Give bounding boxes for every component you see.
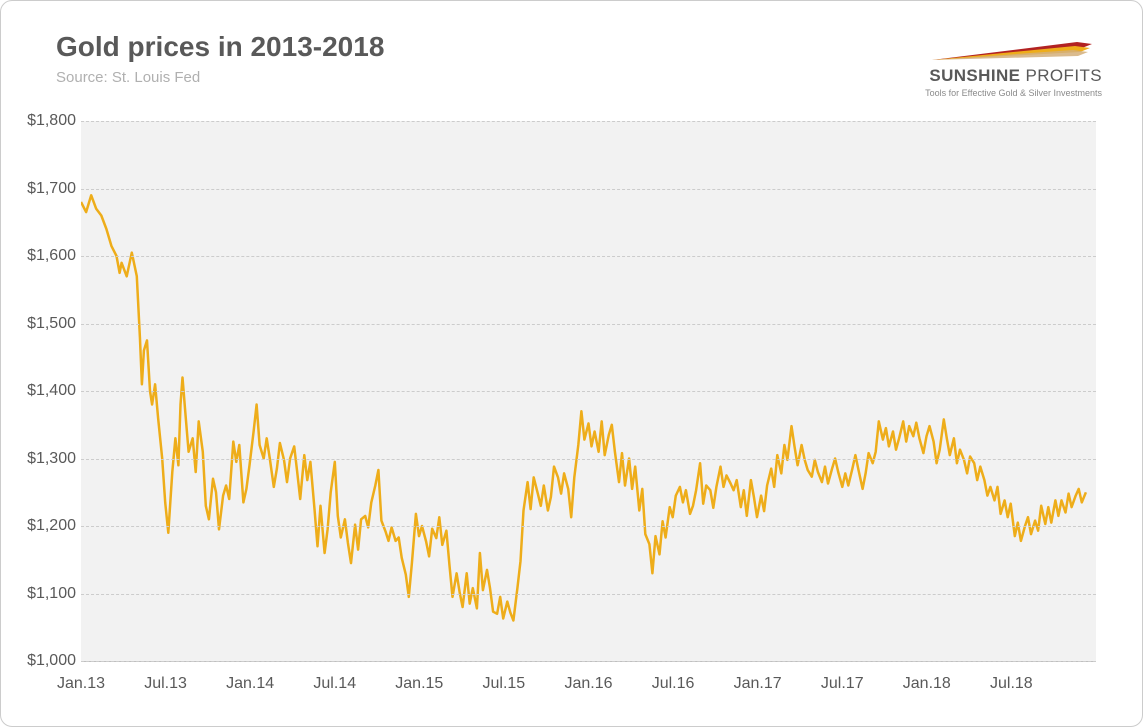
gridline — [81, 594, 1096, 595]
brand-logo: SUNSHINE PROFITS Tools for Effective Gol… — [925, 36, 1102, 98]
series-gold-price — [81, 195, 1086, 620]
gridline — [81, 391, 1096, 392]
y-tick-label: $1,500 — [16, 315, 76, 333]
x-tick-label: Jul.18 — [990, 675, 1033, 693]
logo-tagline: Tools for Effective Gold & Silver Invest… — [925, 88, 1102, 98]
logo-brand-light: PROFITS — [1026, 66, 1102, 85]
chart-area: $1,000 $1,100 $1,200 $1,300 $1,400 $1,500 $1,6… — [16, 111, 1106, 701]
x-tick-label: Jan.15 — [395, 675, 443, 693]
x-tick-label: Jan.16 — [564, 675, 612, 693]
x-tick-label: Jul.16 — [652, 675, 695, 693]
gridline — [81, 459, 1096, 460]
x-tick-label: Jan.14 — [226, 675, 274, 693]
x-tick-label: Jan.18 — [903, 675, 951, 693]
x-tick-label: Jul.13 — [144, 675, 187, 693]
logo-text: SUNSHINE PROFITS — [925, 66, 1102, 86]
y-tick-label: $1,200 — [16, 517, 76, 535]
logo-swoosh-icon — [927, 36, 1102, 64]
gridline — [81, 256, 1096, 257]
x-tick-label: Jul.15 — [482, 675, 525, 693]
y-tick-label: $1,600 — [16, 247, 76, 265]
y-tick-label: $1,800 — [16, 112, 76, 130]
gridline — [81, 121, 1096, 122]
x-tick-label: Jan.17 — [734, 675, 782, 693]
y-tick-label: $1,700 — [16, 180, 76, 198]
y-tick-label: $1,100 — [16, 585, 76, 603]
x-tick-label: Jul.14 — [313, 675, 356, 693]
gridline — [81, 661, 1096, 662]
chart-card: Gold prices in 2013-2018 Source: St. Lou… — [0, 0, 1143, 727]
x-tick-label: Jul.17 — [821, 675, 864, 693]
gridline — [81, 189, 1096, 190]
y-tick-label: $1,300 — [16, 450, 76, 468]
gridline — [81, 526, 1096, 527]
gridline — [81, 324, 1096, 325]
y-tick-label: $1,000 — [16, 652, 76, 670]
y-tick-label: $1,400 — [16, 382, 76, 400]
chart-header: Gold prices in 2013-2018 Source: St. Lou… — [11, 31, 1112, 111]
logo-brand-strong: SUNSHINE — [929, 66, 1020, 85]
x-tick-label: Jan.13 — [57, 675, 105, 693]
